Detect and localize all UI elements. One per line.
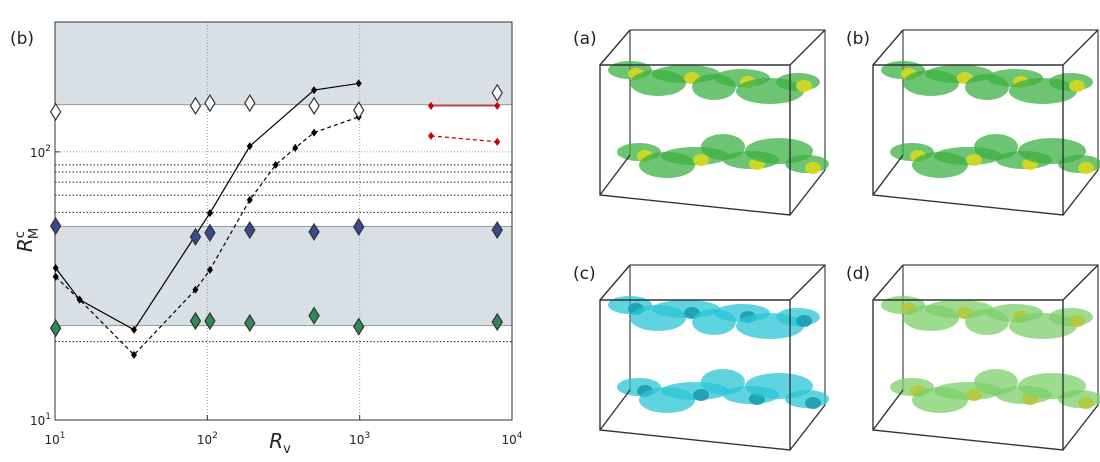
tick-exponent: 2 bbox=[212, 431, 218, 441]
point-marker bbox=[311, 128, 318, 137]
diamond-marker bbox=[204, 311, 216, 331]
point-marker bbox=[192, 285, 199, 294]
render-panel: (a) bbox=[573, 29, 829, 216]
tick-exponent: 2 bbox=[45, 144, 51, 154]
tick-label: 102 bbox=[30, 144, 51, 160]
isosurface-core bbox=[1069, 80, 1085, 92]
point-marker bbox=[428, 101, 435, 110]
render-panel: (d) bbox=[846, 264, 1100, 451]
point-marker bbox=[130, 350, 137, 359]
label-sub: v bbox=[283, 442, 291, 457]
tick-base: 10 bbox=[44, 433, 59, 447]
label-main: R bbox=[13, 238, 37, 252]
point-marker bbox=[428, 131, 435, 140]
tick-exponent: 1 bbox=[60, 431, 66, 441]
panel-label: (d) bbox=[846, 264, 870, 284]
label-main: R bbox=[269, 429, 283, 453]
tick-exponent: 4 bbox=[517, 431, 523, 441]
point-marker bbox=[311, 86, 318, 95]
cube-front bbox=[872, 29, 1099, 216]
series-line bbox=[430, 135, 498, 143]
point-marker bbox=[246, 142, 253, 151]
cube-front bbox=[599, 264, 826, 451]
x-axis-label: Rv bbox=[269, 429, 291, 457]
diamond-marker bbox=[308, 222, 320, 242]
diamond-marker bbox=[353, 101, 365, 120]
tick-base: 10 bbox=[197, 433, 212, 447]
tick-base: 10 bbox=[30, 146, 45, 160]
point-marker bbox=[246, 195, 253, 204]
point-marker bbox=[292, 143, 299, 152]
tick-label: 102 bbox=[197, 431, 218, 447]
label-sup: c bbox=[13, 231, 28, 238]
isosurface-core bbox=[796, 315, 812, 327]
diamond-marker bbox=[244, 313, 256, 333]
isosurface-core bbox=[966, 154, 982, 166]
shaded-band bbox=[54, 21, 513, 106]
tick-base: 10 bbox=[349, 433, 364, 447]
diamond-marker bbox=[189, 311, 202, 331]
isosurface-core bbox=[1078, 397, 1094, 409]
diamond-marker bbox=[204, 223, 216, 242]
diamond-marker bbox=[491, 220, 503, 240]
series-line bbox=[55, 116, 359, 356]
point-marker bbox=[130, 325, 137, 334]
diamond-marker bbox=[189, 96, 202, 115]
panel-label: (b) bbox=[846, 29, 870, 49]
point-marker bbox=[494, 101, 501, 110]
point-marker bbox=[355, 79, 362, 88]
point-marker bbox=[76, 295, 83, 304]
y-axis-label: RcM bbox=[13, 228, 42, 252]
point-marker bbox=[494, 137, 501, 146]
isosurface-core bbox=[693, 154, 709, 166]
point-marker bbox=[272, 160, 279, 169]
diamond-marker bbox=[49, 102, 62, 121]
diamond-marker bbox=[49, 319, 62, 338]
tick-label: 104 bbox=[501, 431, 522, 447]
isosurface-core bbox=[1078, 162, 1094, 174]
point-marker bbox=[52, 263, 59, 272]
diamond-marker bbox=[244, 220, 256, 240]
isosurface-core bbox=[693, 389, 709, 401]
tick-exponent: 1 bbox=[45, 412, 51, 422]
point-marker bbox=[206, 209, 213, 218]
diamond-marker bbox=[491, 83, 503, 102]
diamond-marker bbox=[49, 216, 62, 236]
diamond-marker bbox=[204, 93, 216, 113]
isosurface-core bbox=[966, 389, 982, 401]
panel-label: (b) bbox=[10, 29, 34, 49]
diamond-marker bbox=[491, 312, 503, 332]
point-marker bbox=[52, 272, 59, 281]
tick-exponent: 3 bbox=[364, 431, 370, 441]
diamond-marker bbox=[244, 93, 256, 113]
shaded-band bbox=[54, 225, 513, 327]
tick-label: 101 bbox=[30, 412, 51, 428]
cube-front bbox=[872, 264, 1099, 451]
point-marker bbox=[206, 265, 213, 274]
isosurface-core bbox=[796, 80, 812, 92]
diamond-marker bbox=[353, 217, 365, 237]
cube-front bbox=[599, 29, 826, 216]
isosurface-core bbox=[805, 162, 821, 174]
label-sub: M bbox=[27, 228, 42, 239]
panel-label: (c) bbox=[573, 264, 596, 284]
tick-base: 10 bbox=[501, 433, 516, 447]
diamond-marker bbox=[308, 306, 320, 325]
tick-base: 10 bbox=[30, 414, 45, 428]
diamond-marker bbox=[308, 96, 320, 115]
diamond-marker bbox=[353, 317, 365, 336]
isosurface-core bbox=[805, 397, 821, 409]
panel-label: (a) bbox=[573, 29, 597, 49]
render-panel: (c) bbox=[573, 264, 829, 451]
diamond-marker bbox=[189, 227, 202, 246]
tick-label: 101 bbox=[44, 431, 65, 447]
tick-label: 103 bbox=[349, 431, 370, 447]
isosurface-core bbox=[1069, 315, 1085, 327]
render-panel: (b) bbox=[846, 29, 1100, 216]
